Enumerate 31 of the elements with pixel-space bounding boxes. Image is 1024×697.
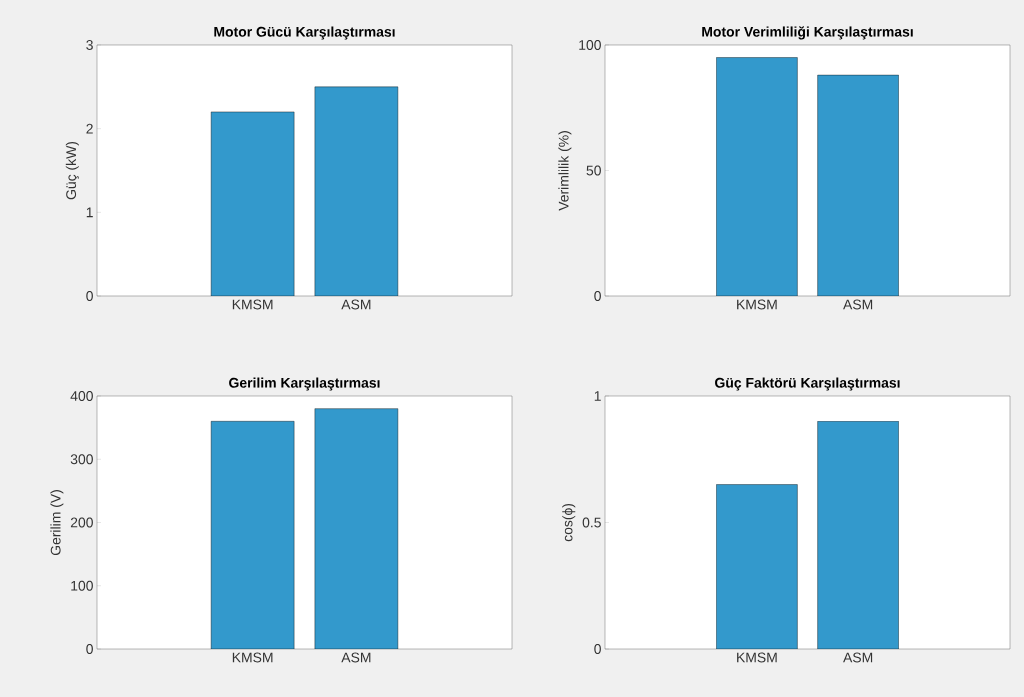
- y-tick-label: 1: [86, 207, 93, 218]
- x-tick-label: KMSM: [737, 652, 777, 663]
- x-tick-label: KMSM: [737, 299, 777, 310]
- y-axis-title: Gerilim (V): [50, 490, 64, 556]
- x-tick-label: KMSM: [232, 299, 273, 310]
- x-tick-label: ASM: [341, 299, 371, 310]
- chart-title: Güç Faktörü Karşılaştırması: [715, 377, 900, 391]
- y-tick-label: 400: [70, 391, 93, 401]
- y-tick-label: 0: [594, 291, 601, 301]
- y-axis-title: Verimlilik (%): [558, 131, 572, 211]
- chart-title: Gerilim Karşılaştırması: [229, 377, 380, 391]
- y-tick-label: 2: [86, 123, 93, 134]
- x-tick-label: ASM: [341, 652, 371, 663]
- x-tick-label: KMSM: [232, 652, 273, 663]
- y-tick-label: 1: [594, 391, 601, 401]
- chart-title: Motor Verimliliği Karşılaştırması: [702, 26, 913, 40]
- y-tick-label: 0: [86, 644, 93, 654]
- y-tick-label: 100: [579, 40, 601, 50]
- x-tick-label: ASM: [843, 652, 873, 663]
- y-tick-label: 3: [86, 40, 93, 50]
- x-tick-label: ASM: [843, 299, 873, 310]
- y-axis-title: Güç (kW): [65, 141, 79, 200]
- y-tick-label: 100: [71, 580, 93, 591]
- y-tick-label: 0.5: [582, 517, 601, 528]
- y-axis-title: cos(ϕ): [562, 503, 576, 542]
- y-tick-label: 0: [594, 644, 601, 654]
- y-tick-label: 200: [70, 517, 93, 528]
- y-tick-label: 50: [586, 165, 601, 176]
- y-tick-label: 300: [70, 454, 93, 465]
- chart-title: Motor Gücü Karşılaştırması: [214, 26, 395, 40]
- y-tick-label: 0: [86, 291, 93, 301]
